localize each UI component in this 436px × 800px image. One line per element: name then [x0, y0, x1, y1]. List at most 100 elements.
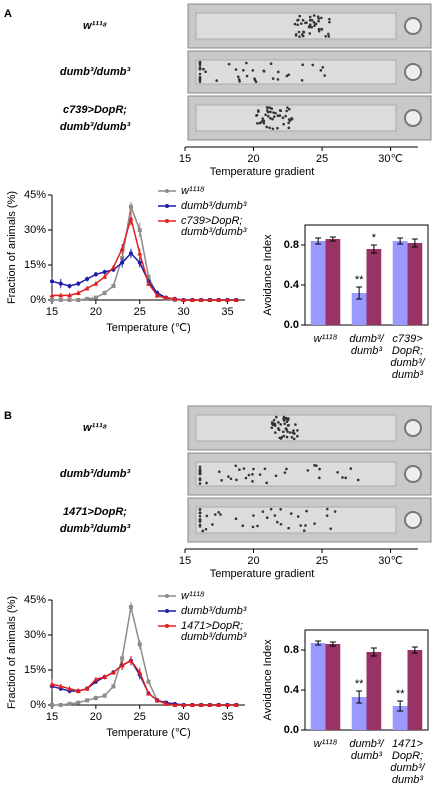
fly	[311, 63, 315, 67]
fly	[272, 115, 276, 119]
y-tick-label: 0.8	[284, 644, 299, 656]
fly	[283, 422, 286, 426]
point	[49, 681, 55, 686]
fly	[297, 30, 301, 34]
fly	[251, 525, 255, 529]
point	[154, 697, 160, 703]
fly	[301, 18, 305, 22]
fly	[204, 527, 208, 531]
point	[93, 295, 98, 300]
point	[119, 662, 125, 668]
legend-marker	[165, 594, 169, 598]
fly	[296, 18, 300, 22]
fly	[274, 474, 278, 478]
point	[50, 298, 54, 302]
fly	[285, 467, 288, 471]
fly	[305, 509, 308, 513]
fly	[256, 524, 259, 528]
fly	[282, 415, 286, 419]
point	[146, 679, 151, 684]
fly	[198, 508, 202, 511]
fly	[314, 22, 318, 26]
point	[49, 292, 55, 298]
fly	[276, 427, 280, 430]
fly	[325, 514, 329, 517]
fly	[285, 435, 289, 439]
y-axis-title: Fraction of animals (%)	[6, 191, 18, 304]
y-tick-label: 0.4	[284, 684, 300, 696]
fly	[333, 510, 337, 513]
bar	[407, 243, 423, 325]
x-tick-label: 35	[221, 306, 233, 318]
x-tick-label: 25	[134, 711, 146, 723]
point	[216, 297, 222, 302]
fly	[198, 471, 202, 475]
fly	[299, 524, 302, 527]
bar	[392, 241, 408, 325]
fly	[270, 426, 274, 430]
significance-mark: *	[372, 232, 377, 244]
y-tick-label: 0%	[30, 294, 46, 306]
fly	[245, 74, 249, 78]
point	[198, 702, 204, 707]
x-tick-label: 30	[177, 711, 189, 723]
fly	[308, 15, 312, 19]
fly	[252, 514, 255, 517]
fly	[296, 23, 299, 27]
fly	[220, 479, 223, 482]
error-bar	[356, 286, 363, 300]
fly	[219, 513, 222, 516]
y-axis-title: Avoidance Index	[262, 234, 274, 316]
fly	[254, 80, 258, 84]
fly	[269, 116, 272, 120]
fly	[289, 512, 293, 515]
fly	[304, 21, 307, 25]
point	[84, 686, 90, 691]
point	[67, 292, 73, 298]
fly	[274, 431, 277, 434]
bar	[325, 644, 341, 730]
x-tick-label: 20	[90, 711, 102, 723]
fly	[269, 62, 273, 66]
fly	[309, 18, 313, 22]
fly	[277, 421, 280, 424]
gradient-tick-label: 25	[316, 153, 328, 165]
point	[137, 669, 143, 675]
y-tick-label: 0.0	[284, 724, 299, 736]
fly	[271, 117, 274, 121]
fly	[306, 469, 310, 472]
fly	[236, 75, 240, 79]
point	[67, 298, 72, 302]
fly	[328, 20, 331, 24]
fly	[282, 122, 285, 126]
fly	[317, 17, 320, 20]
point	[216, 702, 222, 707]
significance-mark: **	[396, 688, 405, 700]
strip-channel	[195, 506, 397, 534]
fly	[308, 23, 312, 26]
x-axis-title: Temperature (℃)	[106, 322, 191, 334]
point	[137, 228, 142, 232]
point	[181, 297, 187, 302]
point	[119, 246, 125, 251]
fly	[283, 471, 287, 474]
error-bar	[370, 244, 377, 254]
genotype-label: w¹¹¹⁸	[83, 422, 108, 434]
fly	[198, 75, 202, 79]
point	[146, 281, 151, 286]
point	[102, 274, 108, 279]
fly	[258, 473, 262, 476]
point	[233, 297, 239, 302]
point	[207, 297, 213, 302]
fly	[251, 69, 255, 72]
fly	[198, 478, 202, 482]
fly	[227, 62, 231, 66]
point	[120, 260, 125, 265]
y-tick-label: 15%	[24, 259, 46, 271]
fly	[328, 17, 331, 21]
fly	[286, 106, 289, 109]
fly	[235, 478, 238, 482]
fly	[266, 106, 269, 109]
bar	[392, 706, 408, 730]
fly	[349, 467, 353, 470]
